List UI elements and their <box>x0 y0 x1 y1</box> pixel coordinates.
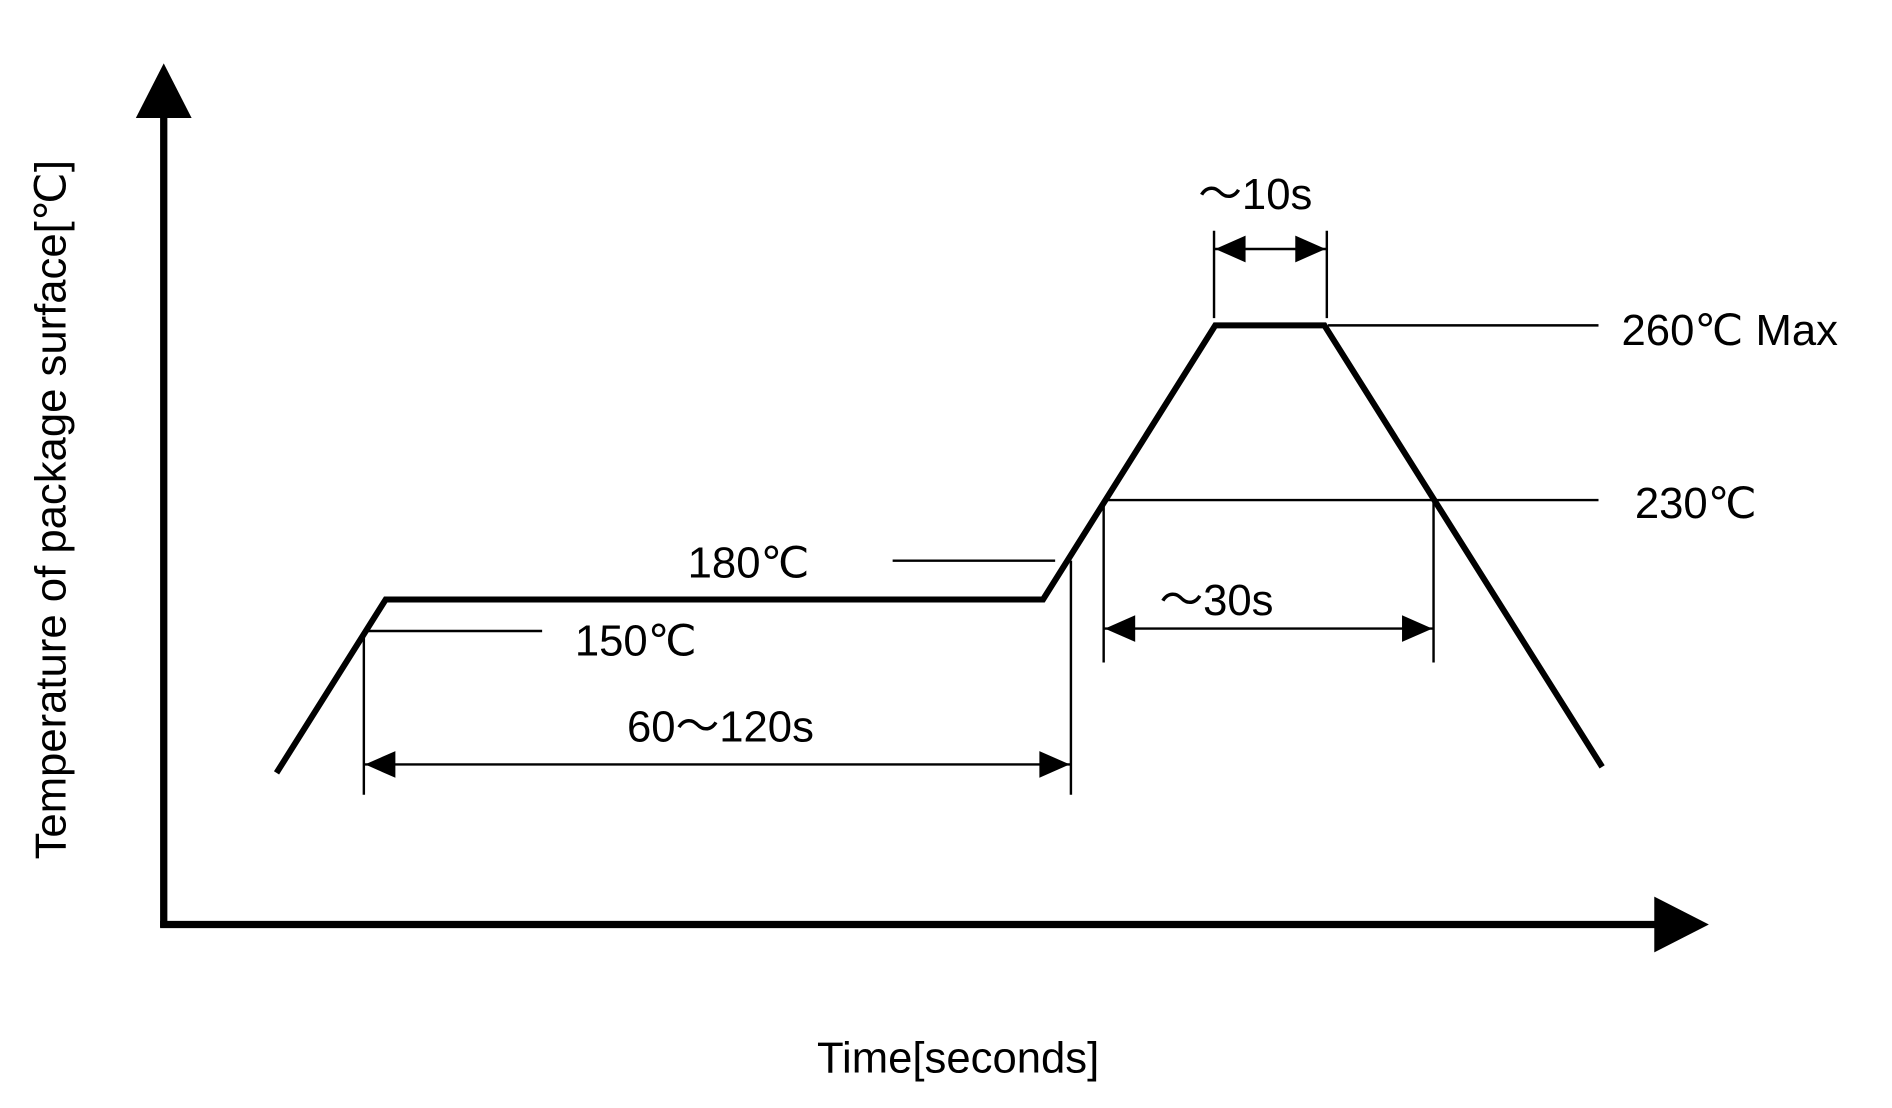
label-60-120s: 60～120s <box>627 702 814 751</box>
y-axis-arrowhead <box>135 63 192 118</box>
x-axis-label: Time[seconds] <box>817 1033 1099 1082</box>
y-axis-label: Temperature of package surface[℃] <box>26 160 75 859</box>
peak-duration-arrow <box>1214 235 1327 263</box>
label-30s: ～30s <box>1159 576 1273 625</box>
label-10s: ～10s <box>1198 170 1312 219</box>
label-230: 230℃ <box>1635 479 1757 528</box>
label-260: 260℃ Max <box>1622 306 1839 355</box>
reflow-duration-arrow <box>1103 615 1434 642</box>
temperature-profile-line <box>273 322 1605 775</box>
preheat-duration-arrow <box>363 751 1071 778</box>
label-180: 180℃ <box>688 539 810 588</box>
x-axis-arrowhead <box>1654 896 1709 953</box>
label-150: 150℃ <box>575 616 697 665</box>
